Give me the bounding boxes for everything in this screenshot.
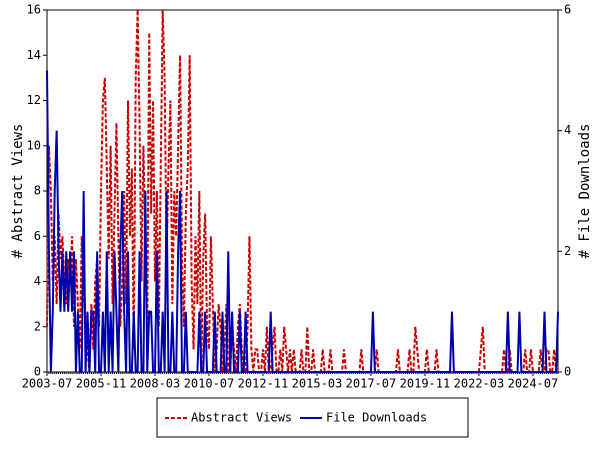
y-tick-label: 0 — [34, 365, 41, 379]
x-tick-label: 2005-11 — [76, 377, 127, 391]
y2-tick-label: 4 — [564, 123, 571, 137]
x-tick-label: 2024-07 — [508, 377, 559, 391]
x-tick-label: 2022-03 — [454, 377, 505, 391]
x-tick-label: 2019-11 — [400, 377, 451, 391]
y2-tick-label: 6 — [564, 3, 571, 17]
y-tick-label: 6 — [34, 229, 41, 243]
x-tick-label: 2010-07 — [184, 377, 235, 391]
x-tick-label: 2015-03 — [292, 377, 343, 391]
y-tick-label: 4 — [34, 274, 41, 288]
x-tick-label: 2012-11 — [238, 377, 289, 391]
legend-label: File Downloads — [326, 411, 427, 425]
x-tick-label: 2008-03 — [130, 377, 181, 391]
y-tick-label: 16 — [27, 3, 41, 17]
y2-axis-label: # File Downloads — [577, 124, 593, 259]
y-tick-label: 12 — [27, 93, 41, 107]
x-tick-label: 2017-07 — [346, 377, 397, 391]
series-line — [46, 70, 559, 373]
y-axis-label: # Abstract Views — [10, 124, 26, 259]
y-tick-label: 8 — [34, 184, 41, 198]
x-tick-label: 2003-07 — [22, 377, 73, 391]
y-tick-label: 2 — [34, 319, 41, 333]
y2-tick-label: 0 — [564, 365, 571, 379]
y-tick-label: 10 — [27, 138, 41, 152]
y2-tick-label: 2 — [564, 244, 571, 258]
y-tick-label: 14 — [27, 48, 41, 62]
legend-label: Abstract Views — [191, 411, 292, 425]
